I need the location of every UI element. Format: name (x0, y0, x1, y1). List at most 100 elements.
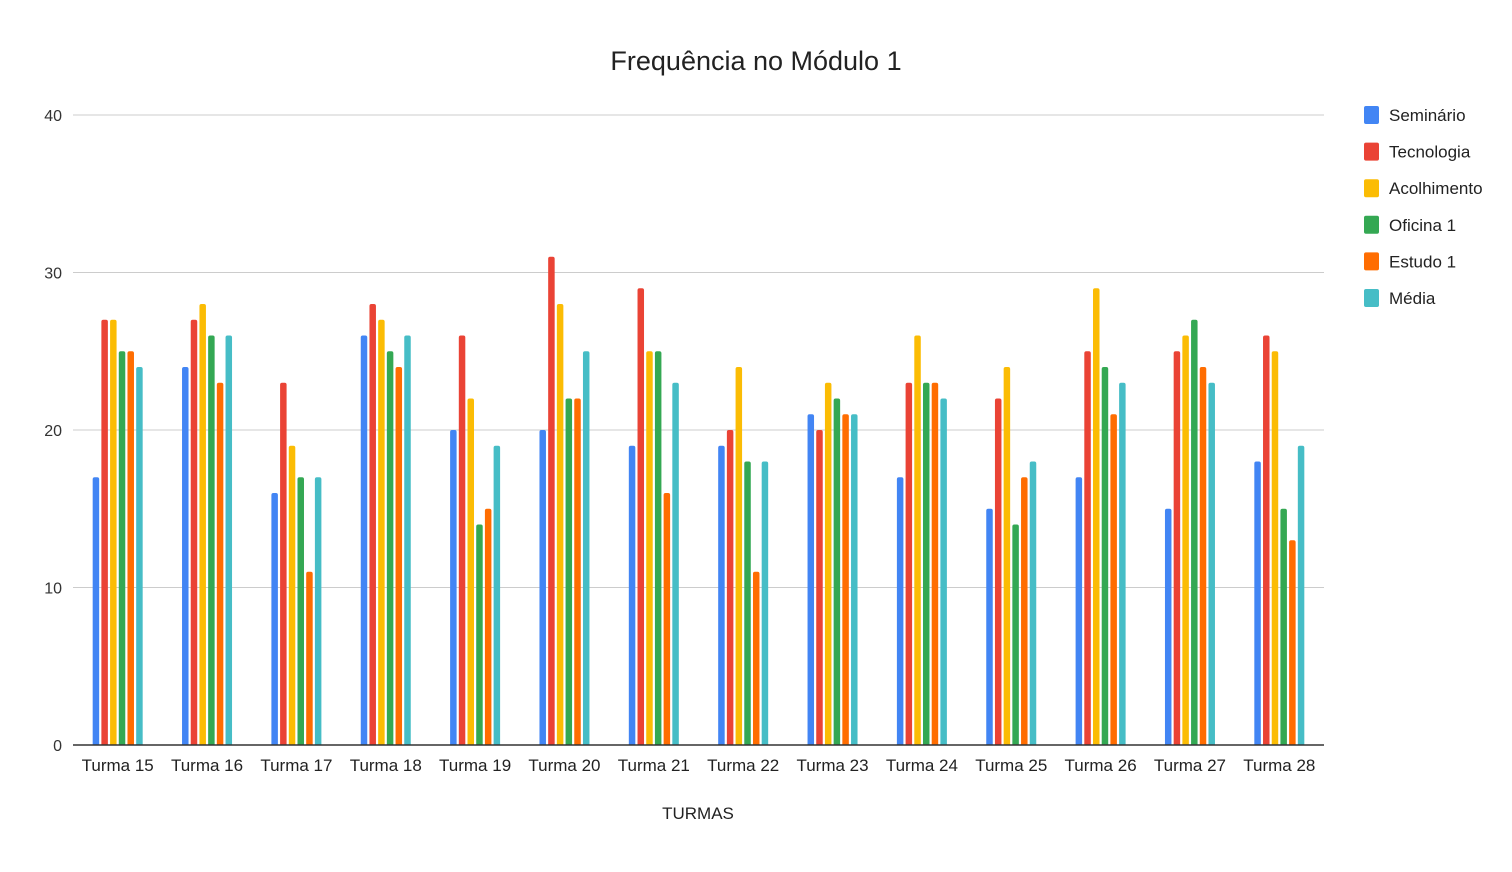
bar[interactable] (386, 351, 394, 745)
legend-item[interactable]: Seminário (1364, 106, 1466, 125)
bar[interactable] (718, 445, 725, 745)
bar[interactable] (1110, 414, 1117, 745)
bar[interactable] (816, 430, 823, 745)
bar[interactable] (548, 256, 555, 745)
x-tick-label: Turma 16 (171, 756, 243, 775)
bar[interactable] (493, 445, 501, 745)
bar[interactable] (395, 367, 403, 745)
legend-item[interactable]: Média (1364, 289, 1436, 308)
legend-item[interactable]: Tecnologia (1364, 142, 1471, 162)
bar[interactable] (654, 351, 662, 745)
bar[interactable] (216, 382, 224, 745)
bar[interactable] (931, 382, 939, 745)
legend-label: Seminário (1389, 106, 1466, 125)
bar[interactable] (1003, 367, 1011, 745)
bar[interactable] (297, 477, 304, 745)
bar[interactable] (378, 319, 385, 745)
bar[interactable] (136, 367, 143, 745)
bar[interactable] (1289, 540, 1296, 745)
bar[interactable] (582, 351, 590, 745)
bar[interactable] (190, 319, 198, 745)
bar[interactable] (1182, 335, 1189, 746)
bar[interactable] (672, 382, 679, 745)
bar[interactable] (556, 304, 564, 745)
bar[interactable] (1280, 508, 1287, 745)
bar[interactable] (1012, 524, 1019, 746)
bar[interactable] (110, 319, 117, 745)
bar[interactable] (92, 477, 100, 745)
bar[interactable] (1119, 382, 1126, 745)
bar[interactable] (404, 335, 411, 746)
bar[interactable] (752, 571, 760, 745)
y-tick-label: 0 (53, 738, 62, 755)
bar[interactable] (1164, 508, 1172, 745)
bar[interactable] (1208, 382, 1215, 745)
bar[interactable] (476, 524, 483, 746)
bar[interactable] (271, 493, 278, 745)
bar[interactable] (922, 382, 930, 745)
x-tick-label: Turma 15 (82, 756, 154, 775)
bar[interactable] (1084, 351, 1091, 745)
bar[interactable] (896, 477, 904, 745)
bar[interactable] (467, 398, 475, 746)
bar[interactable] (484, 508, 492, 745)
bar[interactable] (726, 430, 734, 745)
legend-item[interactable]: Acolhimento (1364, 179, 1483, 198)
legend-item[interactable]: Oficina 1 (1364, 215, 1456, 235)
bar[interactable] (225, 335, 233, 746)
bar-group (986, 367, 1037, 746)
bar[interactable] (118, 351, 126, 745)
bar[interactable] (1271, 351, 1279, 745)
bar[interactable] (458, 335, 466, 746)
bar[interactable] (905, 382, 913, 745)
bar[interactable] (1029, 461, 1037, 746)
bar[interactable] (628, 445, 636, 745)
bar[interactable] (565, 398, 573, 746)
bar[interactable] (744, 461, 751, 746)
bar[interactable] (1191, 319, 1198, 745)
bar[interactable] (807, 414, 815, 745)
bar[interactable] (851, 414, 858, 745)
bar[interactable] (306, 571, 313, 745)
bar[interactable] (1254, 461, 1261, 746)
bar[interactable] (574, 398, 581, 746)
bar[interactable] (1297, 445, 1305, 745)
x-tick-label: Turma 24 (886, 756, 958, 775)
bar[interactable] (1093, 288, 1100, 745)
bar[interactable] (1021, 477, 1028, 745)
bar[interactable] (1263, 335, 1270, 746)
bar[interactable] (360, 335, 368, 746)
bar[interactable] (101, 319, 108, 745)
bar[interactable] (824, 382, 832, 745)
legend-swatch (1364, 252, 1379, 271)
bar[interactable] (127, 351, 134, 745)
y-tick-label: 40 (44, 108, 62, 125)
bar[interactable] (288, 445, 296, 745)
bar[interactable] (1101, 367, 1109, 745)
bar[interactable] (1173, 351, 1181, 745)
bar[interactable] (208, 335, 215, 746)
bar[interactable] (539, 430, 546, 745)
bar[interactable] (182, 367, 189, 745)
bar[interactable] (369, 304, 376, 745)
x-tick-label: Turma 17 (260, 756, 332, 775)
bar[interactable] (761, 461, 769, 746)
bar[interactable] (637, 288, 645, 745)
bar[interactable] (646, 351, 653, 745)
bar[interactable] (1075, 477, 1083, 745)
bar[interactable] (833, 398, 841, 746)
bar[interactable] (663, 493, 671, 745)
bar[interactable] (986, 508, 993, 745)
bar[interactable] (1199, 367, 1207, 745)
legend-item[interactable]: Estudo 1 (1364, 252, 1456, 271)
bar[interactable] (842, 414, 849, 745)
bar[interactable] (735, 367, 743, 745)
bar[interactable] (280, 382, 287, 745)
bar[interactable] (914, 335, 921, 746)
bar-group (896, 335, 947, 746)
bar[interactable] (314, 477, 322, 745)
bar[interactable] (940, 398, 947, 746)
bar[interactable] (450, 430, 457, 745)
bar[interactable] (994, 398, 1002, 746)
bar[interactable] (199, 304, 206, 745)
